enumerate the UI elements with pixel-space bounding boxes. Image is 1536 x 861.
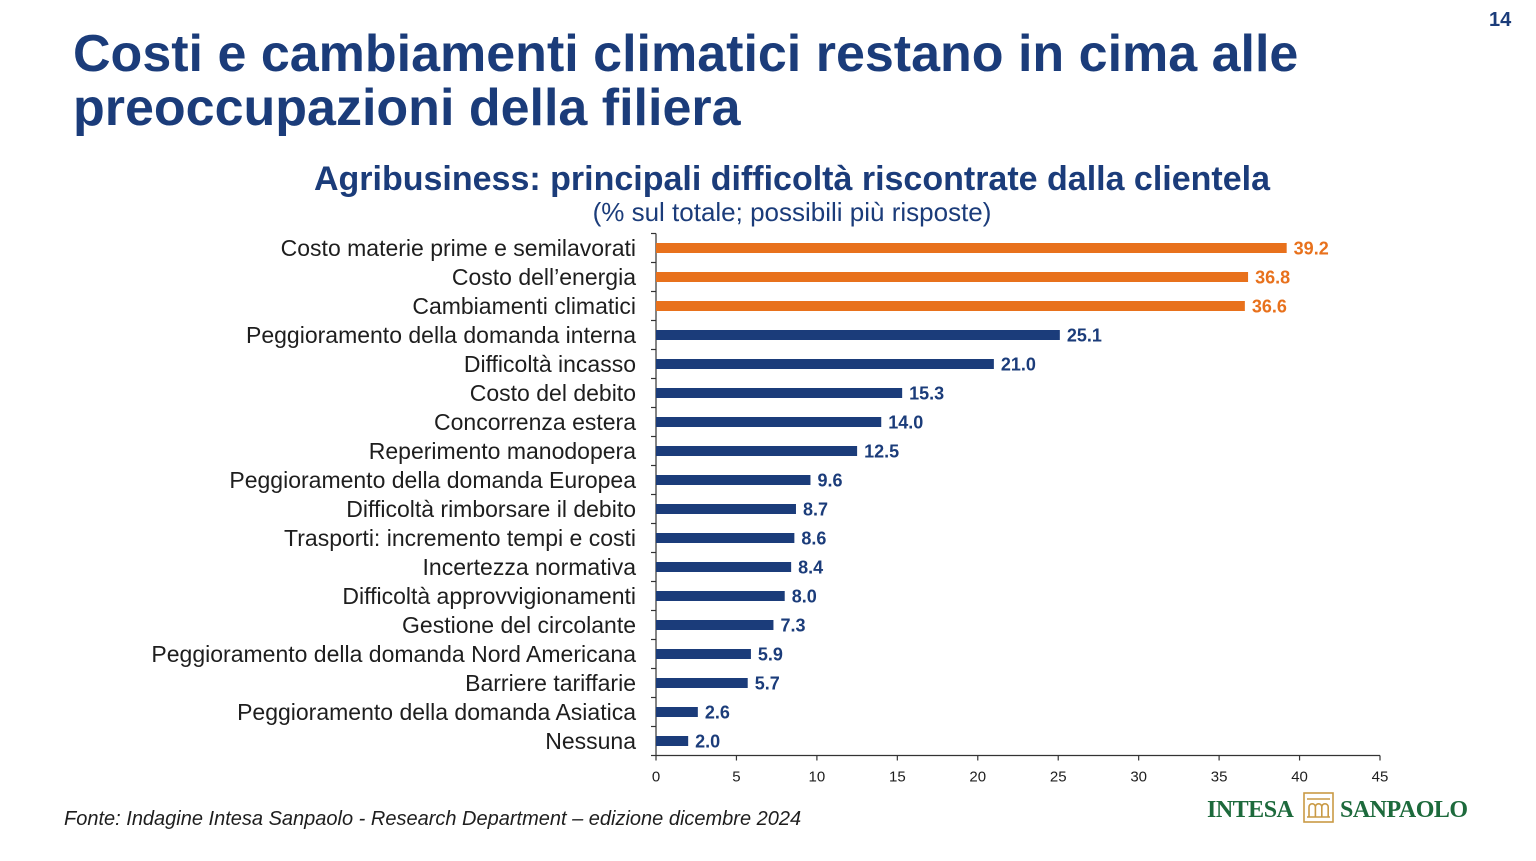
logo-arch-icon xyxy=(1303,792,1334,823)
data-label-12: 8.4 xyxy=(798,558,823,578)
category-label-16: Barriere tariffarie xyxy=(465,670,636,696)
data-label-4: 25.1 xyxy=(1067,326,1102,346)
data-label-17: 2.6 xyxy=(705,703,730,723)
data-label-15: 5.9 xyxy=(758,645,783,665)
data-label-13: 8.0 xyxy=(792,587,817,607)
bar-6 xyxy=(656,388,903,398)
bar-10 xyxy=(656,504,796,514)
category-label-2: Costo dell’energia xyxy=(452,264,636,290)
x-tick-label-35: 35 xyxy=(1211,769,1228,786)
bar-3 xyxy=(656,301,1245,311)
data-label-16: 5.7 xyxy=(755,674,780,694)
x-tick-label-45: 45 xyxy=(1372,769,1389,786)
category-label-7: Concorrenza estera xyxy=(434,409,636,435)
slide-title-line-2: preoccupazioni della filiera xyxy=(73,79,741,137)
category-label-13: Difficoltà approvvigionamenti xyxy=(342,583,636,609)
intesa-sanpaolo-logo: INTESA SANPAOLO xyxy=(1207,792,1477,824)
bar-15 xyxy=(656,649,751,659)
bar-1 xyxy=(656,243,1287,253)
bar-17 xyxy=(656,707,698,717)
x-tick-label-30: 30 xyxy=(1130,769,1147,786)
slide-title-line-1: Costi e cambiamenti climatici restano in… xyxy=(73,25,1299,83)
logo-wordmark-left: INTESA xyxy=(1207,797,1294,823)
bar-14 xyxy=(656,620,774,630)
bar-16 xyxy=(656,678,748,688)
data-label-11: 8.6 xyxy=(801,529,826,549)
logo-wordmark-right: SANPAOLO xyxy=(1340,797,1468,823)
chart-title: Agribusiness: principali difficoltà risc… xyxy=(313,160,1271,198)
data-label-3: 36.6 xyxy=(1252,297,1287,317)
x-tick-label-15: 15 xyxy=(889,769,906,786)
data-label-5: 21.0 xyxy=(1001,355,1036,375)
bar-13 xyxy=(656,591,785,601)
category-label-3: Cambiamenti climatici xyxy=(412,293,636,319)
bar-2 xyxy=(656,272,1249,282)
x-tick-label-5: 5 xyxy=(732,769,740,786)
bar-18 xyxy=(656,736,689,746)
data-label-8: 12.5 xyxy=(864,442,899,462)
category-label-11: Trasporti: incremento tempi e costi xyxy=(284,525,636,551)
bar-4 xyxy=(656,330,1060,340)
x-tick-label-20: 20 xyxy=(969,769,986,786)
data-label-10: 8.7 xyxy=(803,500,828,520)
source-note: Fonte: Indagine Intesa Sanpaolo - Resear… xyxy=(64,808,802,830)
data-label-2: 36.8 xyxy=(1255,268,1290,288)
category-label-4: Peggioramento della domanda interna xyxy=(246,322,636,348)
category-label-14: Gestione del circolante xyxy=(402,612,636,638)
x-tick-label-40: 40 xyxy=(1291,769,1308,786)
data-label-1: 39.2 xyxy=(1294,239,1329,259)
category-label-8: Reperimento manodopera xyxy=(369,438,636,464)
bar-9 xyxy=(656,475,811,485)
chart-subtitle: (% sul totale; possibili più risposte) xyxy=(592,197,992,227)
x-tick-label-25: 25 xyxy=(1050,769,1067,786)
category-label-17: Peggioramento della domanda Asiatica xyxy=(237,699,636,725)
data-label-7: 14.0 xyxy=(888,413,923,433)
category-label-12: Incertezza normativa xyxy=(423,554,637,580)
data-label-18: 2.0 xyxy=(695,732,720,752)
category-label-15: Peggioramento della domanda Nord America… xyxy=(151,641,636,667)
category-label-18: Nessuna xyxy=(545,728,636,754)
bar-11 xyxy=(656,533,795,543)
category-label-10: Difficoltà rimborsare il debito xyxy=(346,496,636,522)
category-label-6: Costo del debito xyxy=(470,380,636,406)
category-label-5: Difficoltà incasso xyxy=(464,351,636,377)
data-label-14: 7.3 xyxy=(780,616,805,636)
bar-8 xyxy=(656,446,858,456)
bar-5 xyxy=(656,359,994,369)
x-tick-label-10: 10 xyxy=(809,769,826,786)
slide-title: Costi e cambiamenti climatici restano in… xyxy=(73,27,1298,135)
category-label-9: Peggioramento della domanda Europea xyxy=(229,467,636,493)
data-label-9: 9.6 xyxy=(817,471,842,491)
category-label-1: Costo materie prime e semilavorati xyxy=(281,235,636,261)
data-label-6: 15.3 xyxy=(909,384,944,404)
page-number: 14 xyxy=(1489,9,1512,31)
x-tick-label-0: 0 xyxy=(652,769,660,786)
bar-7 xyxy=(656,417,882,427)
bar-12 xyxy=(656,562,792,572)
